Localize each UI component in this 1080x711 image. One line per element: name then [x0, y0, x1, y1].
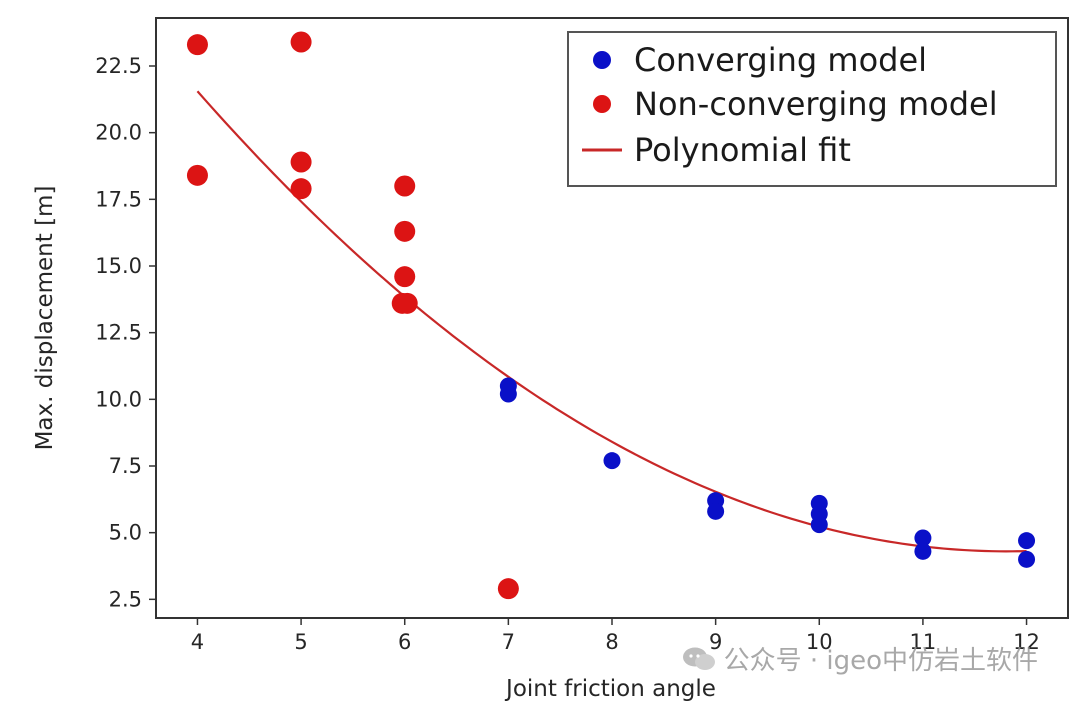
x-tick-label: 6 [398, 630, 411, 654]
y-tick-label: 20.0 [95, 121, 142, 145]
polynomial-fit-line [196, 90, 1027, 553]
legend: Converging model Non-converging model Po… [567, 31, 1057, 187]
non-converging-point [186, 34, 208, 56]
y-tick-label: 2.5 [109, 587, 142, 611]
y-tick-label: 5.0 [109, 521, 142, 545]
converging-point [810, 516, 828, 534]
x-tick-label: 11 [910, 630, 937, 654]
converging-point [603, 452, 621, 470]
legend-converging-marker [593, 51, 611, 69]
non-converging-point [394, 266, 416, 288]
y-tick-label: 22.5 [95, 54, 142, 78]
y-tick-label: 7.5 [109, 454, 142, 478]
legend-fit-label: Polynomial fit [634, 131, 851, 169]
x-tick-label: 12 [1013, 630, 1040, 654]
watermark: 公众号 · igeo中仿岩土软件 [682, 640, 1038, 677]
converging-point [914, 542, 932, 560]
watermark-text: 公众号 · igeo中仿岩土软件 [723, 646, 1038, 676]
ticks-layer: 4 5 6 7 8 9 10 11 12 2.5 5.0 7.5 10.0 12.5 15.0 17.5 20.… [95, 54, 1040, 654]
non-converging-point [290, 31, 312, 53]
points-layer [186, 31, 1036, 600]
non-converging-point [290, 178, 312, 200]
non-converging-point [396, 292, 418, 314]
non-converging-point [394, 175, 416, 197]
non-converging-point [394, 220, 416, 242]
non-converging-point [290, 151, 312, 173]
y-tick-label: 12.5 [95, 321, 142, 345]
converging-point [1018, 550, 1036, 568]
converging-point [707, 502, 725, 520]
legend-nonconverging-label: Non-converging model [634, 85, 998, 123]
y-tick-label: 10.0 [95, 387, 142, 411]
legend-converging-label: Converging model [634, 41, 927, 79]
y-axis-label: Max. displacement [m] [32, 186, 58, 451]
converging-point [914, 529, 932, 547]
wechat-icon [682, 647, 715, 670]
legend-nonconverging-marker [593, 95, 611, 113]
fit-layer [196, 90, 1027, 553]
x-tick-label: 10 [806, 630, 833, 654]
x-tick-label: 9 [709, 630, 722, 654]
y-tick-label: 15.0 [95, 254, 142, 278]
legend-box [567, 31, 1057, 187]
y-tick-label: 17.5 [95, 187, 142, 211]
x-tick-label: 4 [191, 630, 204, 654]
x-tick-label: 8 [605, 630, 618, 654]
non-converging-point [186, 164, 208, 186]
x-tick-label: 7 [502, 630, 515, 654]
converging-point [1018, 532, 1036, 550]
x-axis-label: Joint friction angle [504, 676, 716, 702]
converging-point [499, 385, 517, 403]
x-tick-label: 5 [294, 630, 307, 654]
non-converging-point [497, 578, 519, 600]
